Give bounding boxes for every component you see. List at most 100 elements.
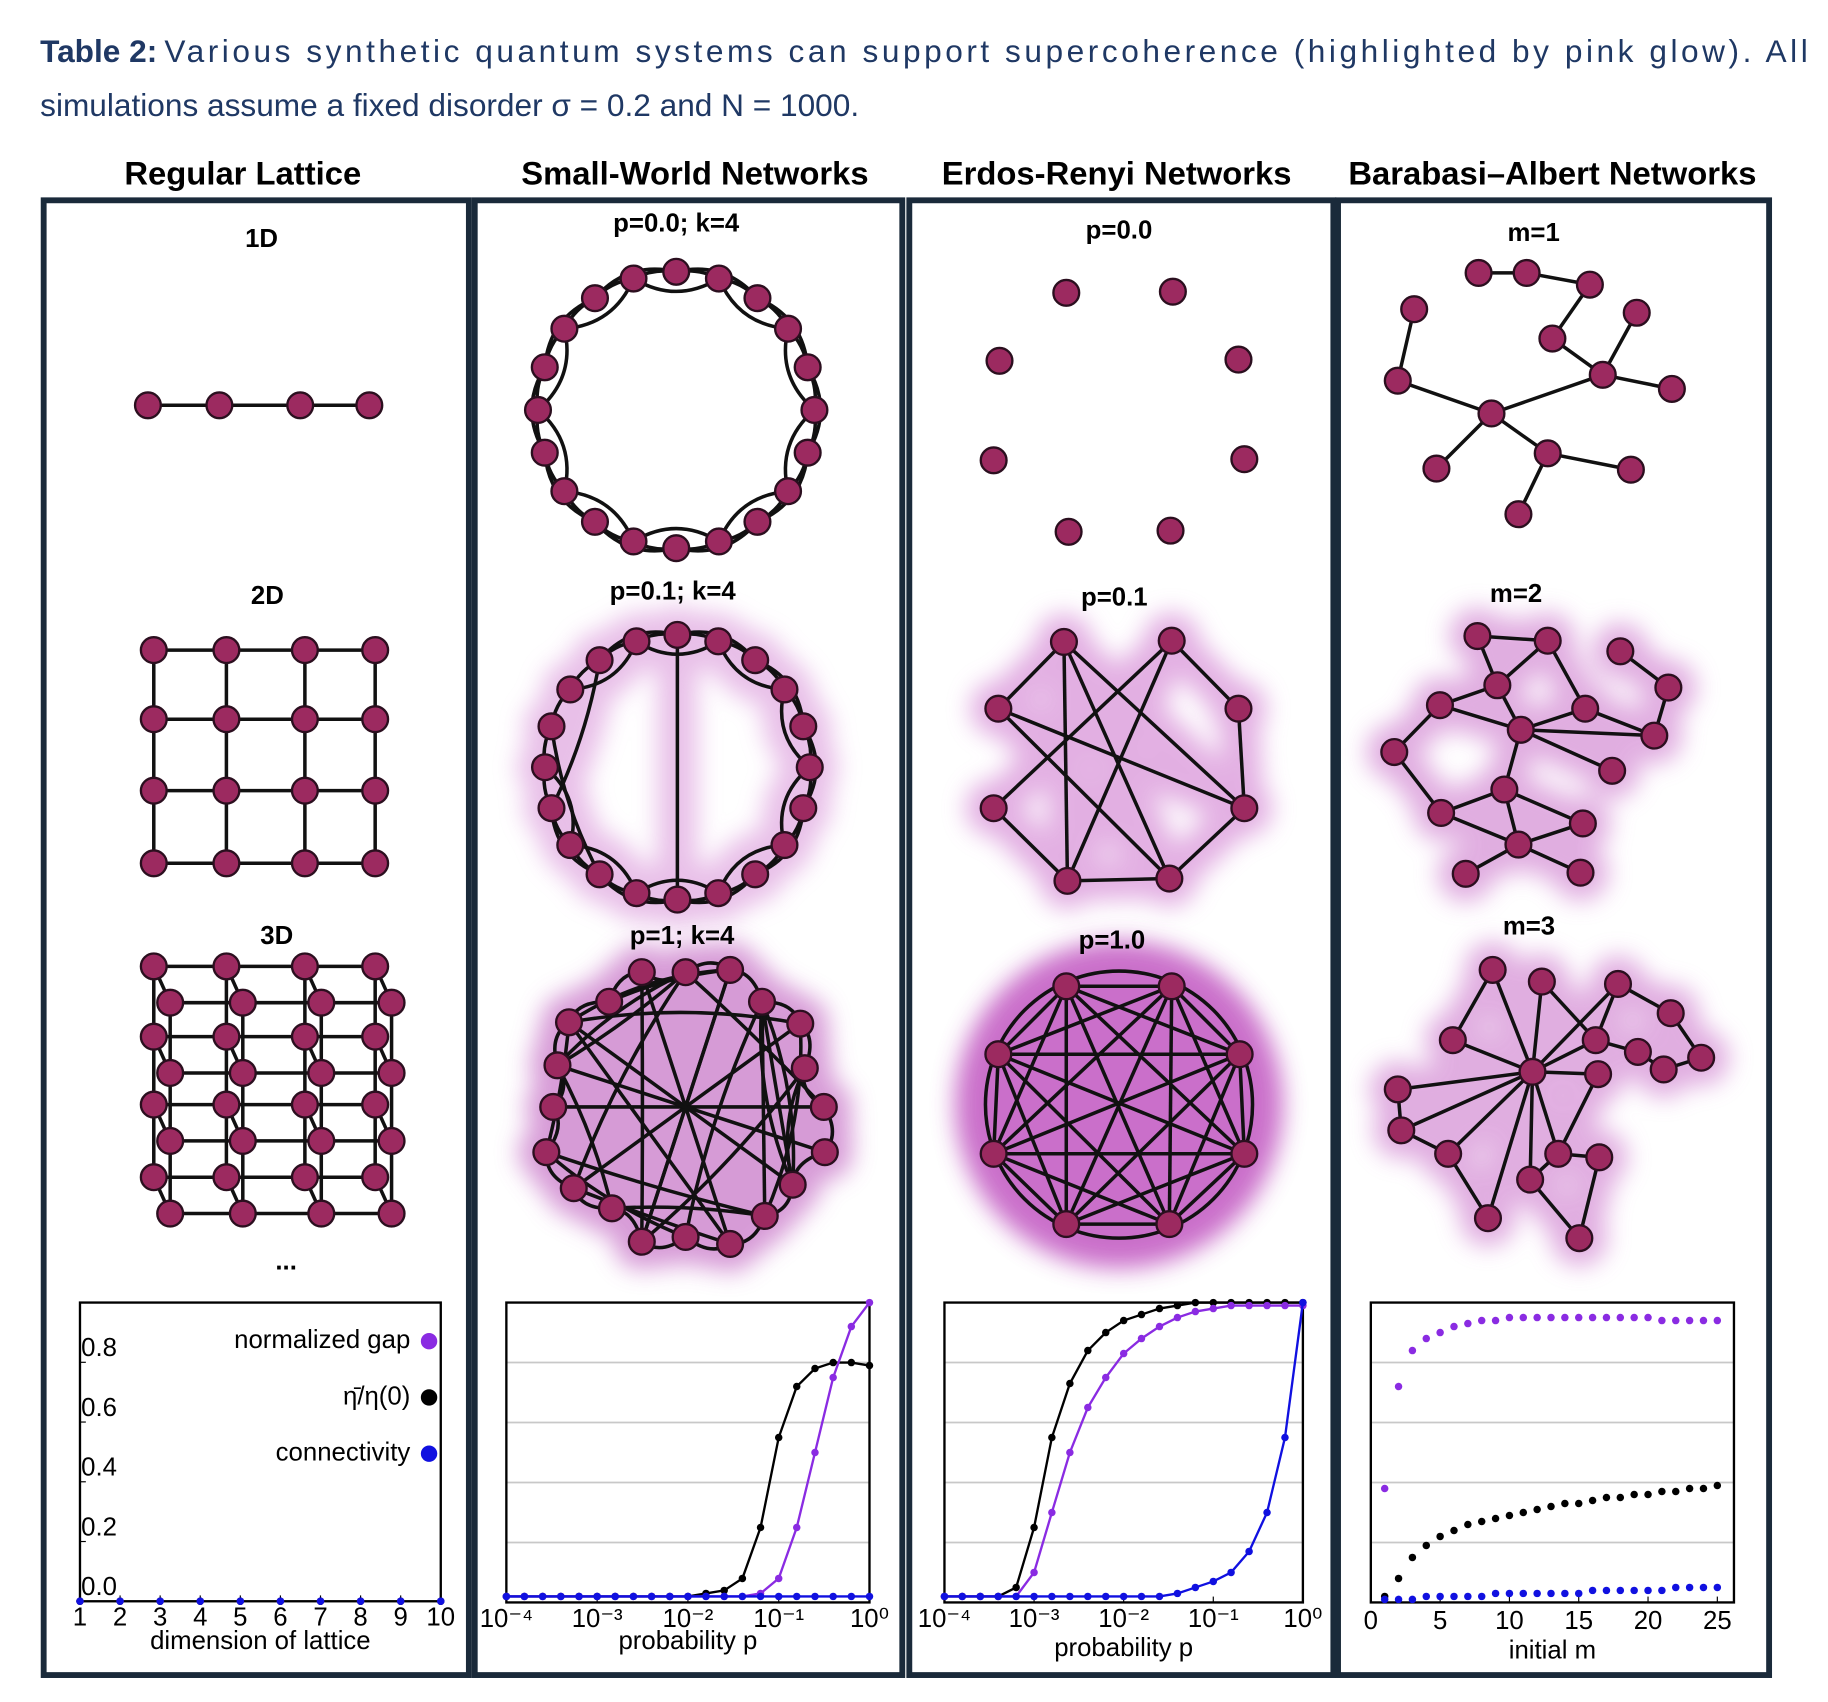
legend-label: connectivity <box>276 1438 411 1466</box>
edge <box>1236 708 1247 809</box>
node <box>1538 324 1567 353</box>
node <box>1230 445 1259 474</box>
data-point <box>1630 1586 1638 1595</box>
data-point <box>1588 1586 1597 1595</box>
x-tick-label: 15 <box>1564 1607 1593 1635</box>
x-tick-label: 5 <box>233 1604 247 1632</box>
data-point <box>1644 1490 1652 1499</box>
node <box>1518 1057 1547 1086</box>
node <box>361 636 390 665</box>
node <box>212 1163 241 1192</box>
data-point <box>1030 1523 1038 1532</box>
plot-frame <box>78 1301 442 1603</box>
data-point <box>502 1592 511 1601</box>
panel-label: m=1 <box>1508 219 1560 247</box>
edge <box>1520 728 1655 738</box>
legend-label: normalized gap <box>234 1326 410 1354</box>
panel-label: p=0.0; k=4 <box>613 210 740 238</box>
panel-label: p=1.0 <box>1079 927 1146 955</box>
x-tick-label: 2 <box>113 1604 127 1632</box>
edge <box>1065 1152 1245 1226</box>
x-tick-label: 10⁻¹ <box>1188 1605 1239 1633</box>
data-point <box>1012 1583 1020 1592</box>
data-point <box>276 1597 285 1606</box>
node <box>139 705 168 734</box>
data-point <box>1450 1322 1458 1331</box>
data-point <box>811 1448 819 1457</box>
node <box>1477 399 1506 428</box>
edge <box>1167 1053 1242 1225</box>
node <box>979 446 1008 475</box>
node <box>1427 798 1456 827</box>
data-point <box>811 1364 819 1373</box>
node <box>228 988 257 1017</box>
edge <box>992 806 1069 883</box>
node <box>361 705 390 734</box>
data-point <box>1084 1592 1092 1601</box>
node <box>704 264 733 293</box>
edge <box>997 1052 1245 1156</box>
panel-label: m=3 <box>1503 913 1555 941</box>
edge <box>1064 985 1174 1225</box>
edge <box>763 1023 803 1217</box>
node <box>743 284 772 313</box>
edge <box>997 707 1171 880</box>
column-title: Regular Lattice <box>124 154 361 191</box>
data-point <box>396 1597 405 1606</box>
node <box>1568 809 1597 838</box>
node <box>663 620 692 649</box>
edge <box>572 971 688 1189</box>
data-point <box>1191 1583 1200 1592</box>
node <box>559 1174 588 1203</box>
node <box>1230 1139 1259 1168</box>
data-point <box>1491 1589 1500 1598</box>
node <box>212 636 241 665</box>
network <box>523 257 829 563</box>
node <box>307 1126 336 1155</box>
x-tick-label: 20 <box>1634 1607 1663 1635</box>
edge <box>684 970 826 1109</box>
edge <box>544 1022 571 1153</box>
node <box>1053 866 1082 895</box>
caption-label: Table 2: <box>40 33 157 69</box>
node <box>1052 1210 1081 1239</box>
edge <box>640 969 732 1243</box>
edge <box>1503 787 1584 826</box>
node <box>1054 517 1083 546</box>
node <box>156 988 185 1017</box>
node <box>290 636 319 665</box>
data-point <box>1477 1316 1486 1325</box>
x-axis-label: probability p <box>1054 1634 1193 1662</box>
x-tick-label: 25 <box>1703 1607 1732 1635</box>
data-point <box>1155 1304 1164 1313</box>
y-tick-label: 0.0 <box>81 1573 117 1601</box>
node <box>1571 694 1600 723</box>
data-point <box>1574 1313 1583 1322</box>
panel-label: 3D <box>260 922 293 950</box>
column-frames <box>40 197 1773 1678</box>
node <box>228 1126 257 1155</box>
data-point <box>1209 1577 1218 1586</box>
x-tick-label: 10⁻³ <box>572 1605 623 1633</box>
data-point <box>1491 1514 1500 1523</box>
network <box>516 606 838 928</box>
edge <box>992 985 1068 1155</box>
data-point <box>1066 1379 1074 1388</box>
node <box>290 705 319 734</box>
network <box>139 636 390 878</box>
node <box>1623 1037 1652 1066</box>
data-point <box>437 1597 445 1606</box>
data-point <box>958 1592 967 1601</box>
data-point <box>1519 1508 1528 1517</box>
data-point <box>1209 1304 1218 1313</box>
data-point <box>847 1358 856 1367</box>
column-frame <box>906 197 1337 1678</box>
data-point <box>1173 1313 1182 1322</box>
node <box>1464 258 1493 287</box>
edge <box>549 659 602 809</box>
node <box>543 1051 572 1080</box>
edge <box>1062 641 1070 881</box>
x-tick-label: 5 <box>1433 1607 1447 1635</box>
data-point <box>1408 1346 1417 1355</box>
node <box>361 849 390 878</box>
